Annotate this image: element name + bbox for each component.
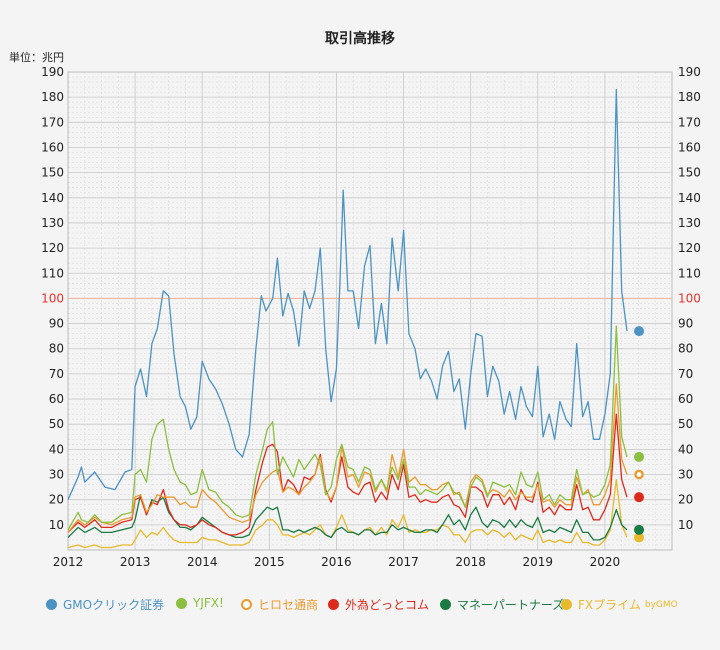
- y-tick-label-right: 180: [678, 90, 701, 104]
- y-tick-label-right: 150: [678, 166, 701, 180]
- legend-label: YJFX!: [193, 596, 224, 610]
- y-tick-label-right: 190: [678, 65, 701, 79]
- y-tick-label-right: 90: [678, 317, 693, 331]
- x-tick-label: 2014: [187, 555, 218, 569]
- y-tick-label-right: 70: [678, 367, 693, 381]
- legend-item-hirose[interactable]: ヒロセ通商: [241, 596, 318, 613]
- y-tick-label-right: 60: [678, 392, 693, 406]
- series-line-1: [67, 325, 628, 531]
- y-tick-label-right: 80: [678, 342, 693, 356]
- y-tick-label-left: 130: [41, 216, 64, 230]
- y-tick-label-left: 180: [41, 90, 64, 104]
- y-tick-label-left: 60: [49, 392, 64, 406]
- legend-marker: [440, 599, 451, 610]
- y-tick-label-left: 50: [49, 417, 64, 431]
- y-tick-label-right: 120: [678, 241, 701, 255]
- legend-item-gmo-click[interactable]: GMOクリック証券: [46, 596, 164, 613]
- y-tick-label-left: 160: [41, 140, 64, 154]
- x-tick-label: 2018: [455, 555, 486, 569]
- legend-item-yjfx[interactable]: YJFX!: [176, 596, 224, 610]
- series-end-marker-0: [634, 326, 645, 337]
- series-end-marker-2: [634, 469, 644, 480]
- y-tick-label-left: 170: [41, 115, 64, 129]
- y-tick-label-right: 10: [678, 518, 693, 532]
- series-end-marker-4: [634, 524, 645, 535]
- y-tick-label-left: 20: [49, 493, 64, 507]
- series-end-marker-1: [634, 451, 645, 462]
- x-tick-label: 2015: [254, 555, 285, 569]
- series-line-0: [67, 88, 628, 500]
- y-tick-label-right: 140: [678, 191, 701, 205]
- x-tick-label: 2019: [523, 555, 554, 569]
- legend-label: FXプライム: [578, 598, 641, 612]
- y-tick-label-right: 130: [678, 216, 701, 230]
- y-tick-label-left: 100: [41, 291, 64, 305]
- y-tick-label-right: 160: [678, 140, 701, 154]
- y-tick-label-left: 110: [41, 266, 64, 280]
- y-tick-label-left: 90: [49, 317, 64, 331]
- x-tick-label: 2012: [53, 555, 84, 569]
- x-tick-label: 2013: [120, 555, 151, 569]
- legend-label: ヒロセ通商: [258, 598, 319, 612]
- series-end-marker-5: [634, 532, 645, 543]
- x-tick-label: 2016: [321, 555, 352, 569]
- legend-marker: [46, 599, 57, 610]
- x-tick-label: 2020: [590, 555, 621, 569]
- y-tick-label-right: 40: [678, 442, 693, 456]
- y-tick-label-right: 110: [678, 266, 701, 280]
- y-tick-label-left: 80: [49, 342, 64, 356]
- plot-background: [68, 72, 672, 550]
- plot-border: [67, 71, 673, 551]
- series-line-2: [67, 383, 628, 533]
- legend-marker: [241, 599, 252, 610]
- series-end-marker-3: [634, 492, 645, 503]
- legend-item-gaitame-dotcom[interactable]: 外為どっとコム: [328, 596, 429, 613]
- legend-marker: [561, 599, 572, 610]
- y-tick-label-right: 20: [678, 493, 693, 507]
- legend-label: GMOクリック証券: [63, 598, 165, 612]
- legend-label: 外為どっとコム: [345, 598, 430, 612]
- y-tick-label-left: 120: [41, 241, 64, 255]
- y-tick-label-left: 150: [41, 166, 64, 180]
- legend-label: マネーパートナーズ: [457, 598, 565, 612]
- x-tick-label: 2017: [388, 555, 419, 569]
- y-tick-label-left: 30: [49, 468, 64, 482]
- chart-title: 取引高推移: [325, 30, 395, 47]
- y-tick-label-left: 10: [49, 518, 64, 532]
- y-tick-label-left: 140: [41, 191, 64, 205]
- legend: GMOクリック証券 YJFX! ヒロセ通商 外為どっとコム マネーパートナーズ …: [0, 596, 720, 616]
- legend-marker: [176, 597, 187, 609]
- series-line-4: [67, 494, 628, 541]
- y-tick-label-right: 50: [678, 417, 693, 431]
- y-tick-label-left: 190: [41, 65, 64, 79]
- legend-label-suffix: byGMO: [644, 599, 678, 610]
- y-tick-label-right: 170: [678, 115, 701, 129]
- legend-item-fx-prime[interactable]: FXプライム byGMO: [561, 596, 678, 613]
- y-tick-label-right: 100: [678, 291, 701, 305]
- y-tick-label-right: 30: [678, 468, 693, 482]
- legend-item-money-partners[interactable]: マネーパートナーズ: [440, 596, 564, 613]
- y-tick-label-left: 40: [49, 442, 64, 456]
- legend-marker: [328, 599, 339, 610]
- y-tick-label-left: 70: [49, 367, 64, 381]
- unit-label: 単位：兆円: [9, 50, 64, 64]
